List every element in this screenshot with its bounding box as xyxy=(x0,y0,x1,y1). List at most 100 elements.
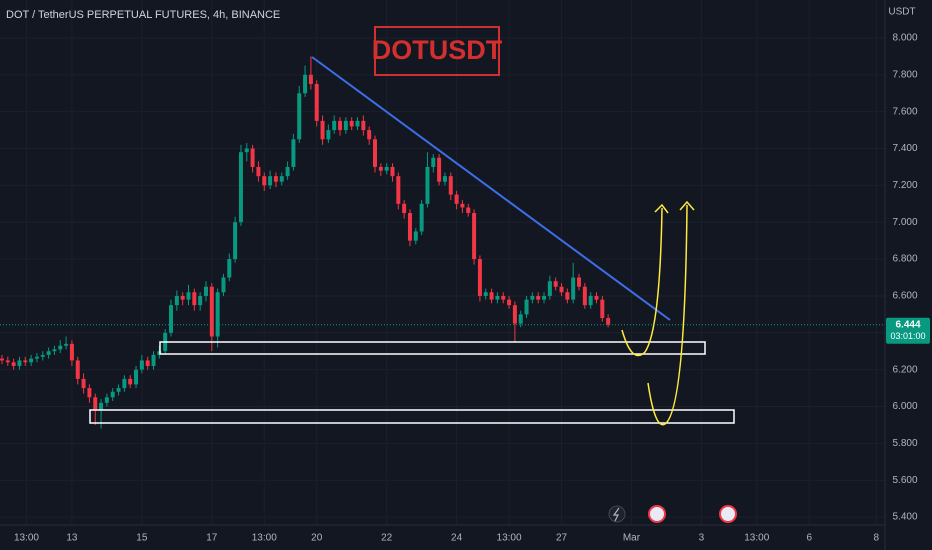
candle-body xyxy=(250,148,255,167)
x-tick-label: 13 xyxy=(66,533,78,544)
chart-title: DOT / TetherUS PERPETUAL FUTURES, 4h, BI… xyxy=(6,9,280,21)
candle-body xyxy=(99,402,104,411)
candle-body xyxy=(34,356,39,359)
candle-body xyxy=(40,354,45,357)
candle-body xyxy=(565,292,570,300)
candle-body xyxy=(145,360,150,366)
candle-body xyxy=(192,292,197,306)
candle-body xyxy=(244,148,249,153)
candle-body xyxy=(373,139,378,167)
x-tick-label: 13:00 xyxy=(14,533,39,544)
x-tick-label: 13:00 xyxy=(744,533,769,544)
candle-body xyxy=(390,166,395,177)
x-tick-label: 27 xyxy=(556,533,568,544)
candle-body xyxy=(407,213,412,241)
candle-body xyxy=(553,281,558,287)
candle-body xyxy=(52,349,57,352)
event-icon xyxy=(608,505,626,523)
y-tick-label: 7.000 xyxy=(892,217,917,228)
candle-body xyxy=(87,388,92,398)
y-tick-label: 7.400 xyxy=(892,143,917,154)
candle-body xyxy=(349,120,354,127)
y-tick-label: 6.800 xyxy=(892,254,917,265)
annotation-box xyxy=(374,26,500,76)
x-tick-label: 17 xyxy=(206,533,218,544)
candle-body xyxy=(221,277,226,293)
x-tick-label: 20 xyxy=(311,533,323,544)
candle-body xyxy=(256,166,261,177)
candle-body xyxy=(530,295,535,300)
last-price-label: 6.444 xyxy=(895,319,920,330)
flag-icon xyxy=(648,505,666,523)
candle-body xyxy=(542,295,547,300)
candle-body xyxy=(58,345,63,350)
y-tick-label: 6.600 xyxy=(892,291,917,302)
candle-body xyxy=(419,203,424,232)
candle-body xyxy=(442,176,447,182)
candle-body xyxy=(203,286,208,296)
projection-arrow xyxy=(621,207,663,357)
candle-body xyxy=(209,286,214,337)
candle-body xyxy=(151,354,156,366)
candle-body xyxy=(326,130,331,140)
candle-body xyxy=(169,305,174,333)
candle-body xyxy=(23,360,28,363)
candle-body xyxy=(81,378,86,389)
candle-body xyxy=(367,130,372,140)
candle-body xyxy=(116,388,121,392)
candle-body xyxy=(577,277,582,287)
candle-body xyxy=(308,74,313,85)
candle-body xyxy=(297,93,302,140)
x-tick-label: 22 xyxy=(381,533,393,544)
candle-body xyxy=(332,120,337,131)
candle-body xyxy=(238,152,243,223)
candle-body xyxy=(547,281,552,296)
candle-body xyxy=(0,358,4,361)
trend-line xyxy=(311,56,671,321)
y-unit: USDT xyxy=(888,7,915,18)
candle-body xyxy=(64,343,69,346)
candle-body xyxy=(477,259,482,296)
candle-body xyxy=(483,292,488,296)
y-tick-label: 5.400 xyxy=(892,512,917,523)
y-tick-label: 5.600 xyxy=(892,475,917,486)
candle-body xyxy=(489,292,494,300)
event-icons xyxy=(608,505,737,523)
lightning-icon xyxy=(612,507,620,522)
candle-body xyxy=(139,360,144,370)
candle-body xyxy=(361,120,366,131)
candle-body xyxy=(384,166,389,171)
candle-body xyxy=(355,120,360,127)
candle-body xyxy=(233,222,238,260)
candle-body xyxy=(303,74,308,94)
y-tick-label: 7.600 xyxy=(892,106,917,117)
arrow-head xyxy=(654,203,669,214)
projection-arrow xyxy=(647,204,688,426)
candle-body xyxy=(559,286,564,293)
last-price-box xyxy=(886,317,930,344)
candle-body xyxy=(134,369,139,385)
candle-body xyxy=(104,397,109,403)
candle-body xyxy=(5,360,10,363)
x-tick-label: 3 xyxy=(699,533,705,544)
candle-body xyxy=(460,203,465,208)
candle-body xyxy=(93,397,98,411)
candle-body xyxy=(75,360,80,379)
candle-body xyxy=(285,166,290,177)
candle-body xyxy=(186,292,191,300)
candle-body xyxy=(273,176,278,182)
candle-body xyxy=(501,295,506,300)
candle-body xyxy=(69,343,74,361)
candle-body xyxy=(466,207,471,214)
candle-body xyxy=(582,286,587,306)
y-tick-label: 6.000 xyxy=(892,401,917,412)
y-tick-label: 6.200 xyxy=(892,364,917,375)
candle-body xyxy=(594,295,599,300)
candle-body xyxy=(507,299,512,306)
candle-body xyxy=(512,305,517,324)
candle-body xyxy=(262,176,267,186)
flag-icon xyxy=(719,505,737,523)
candle-body xyxy=(448,176,453,195)
candle-body xyxy=(402,203,407,214)
